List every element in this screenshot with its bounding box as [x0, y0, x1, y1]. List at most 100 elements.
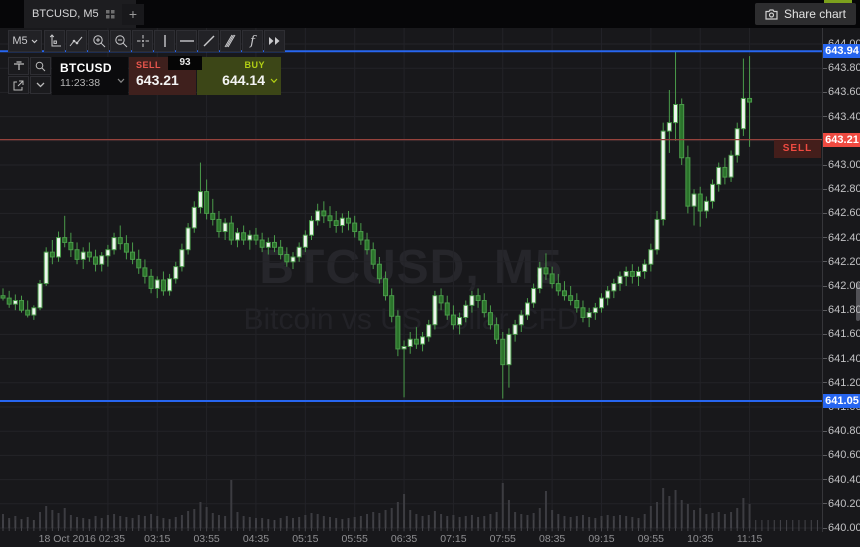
time-axis-label: 05:15 [292, 533, 319, 545]
price-axis-scrollbar[interactable] [856, 283, 860, 321]
zoom-out-icon [114, 35, 127, 48]
chart-type-button[interactable] [66, 30, 87, 52]
candle-body [444, 302, 450, 316]
candle-body [679, 104, 685, 159]
volume-bar [507, 500, 510, 528]
candle-body [685, 157, 691, 207]
time-axis[interactable]: 18 Oct 2016 02:35 03:15 03:55 04:35 05:15 05:… [0, 532, 860, 547]
candle-body [383, 278, 389, 297]
price-tick-label: 640.80 [828, 425, 860, 438]
price-tick [823, 261, 827, 263]
price-tick [823, 454, 827, 456]
widget-collapse-button[interactable] [30, 76, 51, 94]
candle-body [364, 239, 370, 251]
candle-body [568, 295, 574, 302]
indicators-button[interactable]: f [242, 30, 263, 52]
camera-icon [765, 8, 778, 20]
tab-grid-icon[interactable] [105, 9, 115, 19]
candle-body [80, 251, 86, 260]
candle-body [734, 128, 740, 156]
candle-body [450, 314, 456, 326]
volume-bar [686, 504, 689, 528]
axis-scale-icon [49, 34, 61, 47]
time-axis-label: 07:15 [440, 533, 467, 545]
price-axis[interactable]: 644.00643.80643.60643.40643.20643.00642.… [822, 28, 860, 534]
candle-body [259, 239, 265, 248]
candle-body [179, 249, 185, 268]
candle-body [228, 222, 234, 241]
candle-body [740, 97, 746, 130]
symbol-chevron-icon[interactable] [117, 71, 125, 89]
volume-bar [51, 510, 54, 528]
candle-body [592, 307, 598, 314]
trend-line-tool-button[interactable] [198, 30, 219, 52]
price-tick [823, 43, 827, 45]
volume-bar [433, 511, 436, 528]
crosshair-button[interactable] [132, 30, 153, 52]
price-tick-label: 640.40 [828, 473, 860, 486]
candle-body [253, 234, 259, 241]
candle-body [500, 338, 506, 366]
price-tick [823, 358, 827, 360]
candle-body [555, 283, 561, 292]
crosshair-icon [136, 35, 149, 47]
price-badge: 643.94 [823, 44, 860, 59]
candle-body [457, 316, 463, 326]
double-arrow-icon [269, 37, 280, 45]
price-tick [823, 309, 827, 311]
new-tab-button[interactable]: + [122, 4, 144, 25]
interval-selector[interactable]: M5 [8, 30, 42, 52]
spread-badge: 93 [168, 56, 202, 70]
candle-body [247, 234, 253, 241]
time-axis-label: 03:55 [193, 533, 220, 545]
volume-bar [551, 510, 554, 528]
candle-body [290, 256, 296, 263]
candle-body [413, 338, 419, 345]
candle-body [74, 249, 80, 260]
candle-body [580, 307, 586, 318]
share-chart-button[interactable]: Share chart [754, 3, 856, 25]
candle-body [302, 234, 308, 248]
corner-strip [824, 0, 852, 3]
sell-position-marker[interactable]: SELL [774, 139, 821, 158]
buy-button[interactable]: BUY 644.14 [197, 57, 281, 95]
fib-channel-icon [224, 34, 236, 48]
candle-body [407, 338, 413, 347]
trend-line-icon [203, 35, 214, 47]
candle-body [586, 312, 592, 318]
price-tick-label: 642.00 [828, 280, 860, 292]
time-axis-label: 04:35 [242, 533, 270, 545]
chart-trading-button[interactable] [8, 57, 29, 75]
axis-scale-button[interactable] [44, 30, 65, 52]
candle-body [93, 256, 99, 265]
instrument-search-button[interactable] [30, 57, 51, 75]
chart-area[interactable]: BTCUSD, M5 Bitcoin vs US Dollar CFD M5 f [0, 28, 822, 532]
candle-body [537, 267, 543, 289]
candle-body [117, 237, 123, 245]
zoom-out-button[interactable] [110, 30, 131, 52]
candle-body [506, 333, 512, 366]
price-tick [823, 527, 827, 529]
candle-body [697, 193, 703, 212]
candle-body [278, 246, 284, 256]
candle-body [210, 212, 216, 220]
horizontal-line-tool-button[interactable] [176, 30, 197, 52]
vertical-line-tool-button[interactable] [154, 30, 175, 52]
volume-bar [668, 496, 671, 528]
candle-body [173, 266, 179, 280]
candle-body [241, 232, 247, 241]
fib-channel-tool-button[interactable] [220, 30, 241, 52]
candle-body [130, 251, 136, 260]
popout-button[interactable] [8, 76, 29, 94]
price-tick [823, 212, 827, 214]
symbol-panel[interactable]: BTCUSD 11:23:38 [52, 57, 128, 95]
candle-body [68, 241, 74, 251]
zoom-in-button[interactable] [88, 30, 109, 52]
candle-body [432, 295, 438, 326]
candle-body [629, 270, 635, 277]
chart-tab[interactable]: BTCUSD, M5 × [24, 0, 137, 28]
more-tools-button[interactable] [264, 30, 285, 52]
buy-chevron-icon[interactable] [270, 71, 278, 89]
price-tick [823, 164, 827, 166]
price-badge: 643.21 [823, 132, 860, 147]
